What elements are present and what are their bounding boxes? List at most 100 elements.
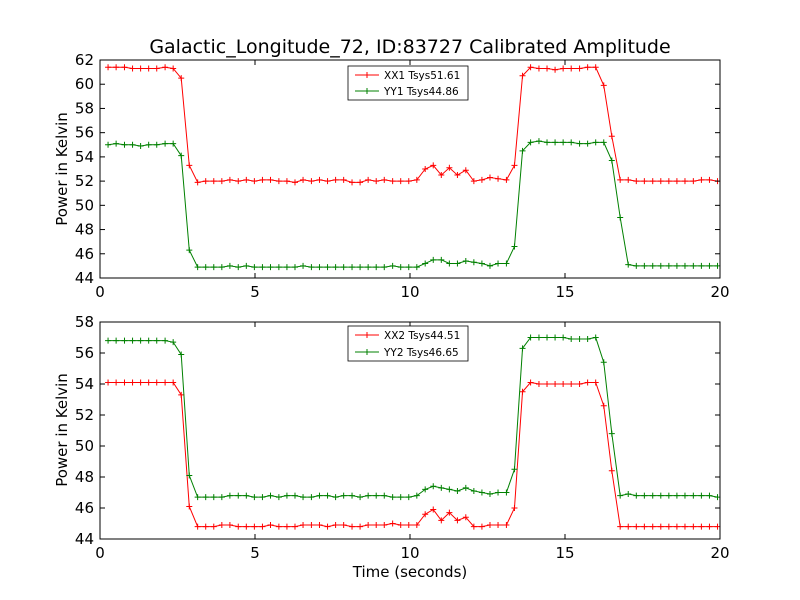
top-legend-box <box>347 65 469 101</box>
top-data-point-marker <box>544 65 551 72</box>
bottom-data-point-marker <box>332 494 339 501</box>
bottom-data-point-marker <box>706 523 713 530</box>
bottom-data-point-marker <box>649 523 656 530</box>
bottom-data-point-marker <box>308 522 315 529</box>
top-data-point-marker <box>226 176 233 183</box>
top-data-point-marker <box>576 140 583 147</box>
top-data-point-marker <box>251 264 258 271</box>
top-ticks: 0 5 10 15 20 44 46 48 50 52 54 56 58 60 62 <box>75 51 730 301</box>
bottom-data-point-marker <box>129 379 136 386</box>
bottom-data-point-marker <box>535 334 542 341</box>
bottom-data-point-marker <box>641 492 648 499</box>
bottom-data-point-marker <box>105 337 112 344</box>
bottom-data-point-marker <box>568 381 575 387</box>
bottom-x-tick-label: 10 <box>400 544 419 562</box>
bottom-ticks: 0 5 10 15 20 44 46 48 50 52 54 56 58 <box>75 313 730 562</box>
top-data-point-marker <box>267 264 274 271</box>
top-data-point-marker <box>235 264 242 271</box>
top-data-point-marker <box>608 133 615 140</box>
bottom-data-point-marker <box>592 334 599 341</box>
bottom-data-point-marker <box>454 487 461 494</box>
bottom-data-point-marker <box>373 522 380 529</box>
top-y-tick-label: 48 <box>75 221 94 239</box>
top-data-point-marker <box>373 264 380 271</box>
bottom-data-point-marker <box>267 492 274 499</box>
top-data-point-marker <box>527 64 534 71</box>
top-data-point-marker <box>397 264 404 271</box>
top-y-tick-label: 44 <box>75 269 94 287</box>
bottom-series-line <box>108 381 718 528</box>
top-data-point-marker <box>202 178 209 185</box>
top-data-point-marker <box>137 142 144 149</box>
top-data-point-marker <box>405 264 412 271</box>
bottom-data-point-marker <box>218 494 225 501</box>
bottom-data-point-marker <box>210 523 217 530</box>
top-series-yy <box>105 138 721 271</box>
top-data-point-marker <box>137 65 144 72</box>
bottom-data-point-marker <box>340 522 347 529</box>
bottom-data-point-marker <box>129 337 136 344</box>
bottom-data-point-marker <box>105 379 112 386</box>
top-data-point-marker <box>381 264 388 271</box>
top-data-point-marker <box>519 72 526 79</box>
top-data-point-marker <box>560 139 567 146</box>
top-data-point-marker <box>324 264 331 271</box>
top-data-point-marker <box>454 260 461 267</box>
bottom-data-point-marker <box>324 523 331 530</box>
top-data-point-marker <box>592 64 599 71</box>
bottom-y-axis-label: Power in Kelvin <box>53 373 71 487</box>
bottom-data-point-marker <box>641 523 648 530</box>
bottom-x-tick-label: 0 <box>95 544 105 562</box>
bottom-data-point-marker <box>690 523 697 530</box>
top-data-point-marker <box>145 141 152 148</box>
top-data-point-marker <box>405 178 412 185</box>
top-data-point-marker <box>430 162 437 169</box>
bottom-data-point-marker <box>430 506 437 513</box>
top-data-point-marker <box>617 214 624 221</box>
top-data-point-marker <box>218 178 225 185</box>
bottom-data-point-marker <box>389 520 396 527</box>
top-data-point-marker <box>365 264 372 271</box>
bottom-data-point-marker <box>283 492 290 499</box>
bottom-x-tick-label: 5 <box>250 544 260 562</box>
bottom-data-point-marker <box>681 492 688 499</box>
top-data-point-marker <box>259 176 266 183</box>
bottom-data-point-marker <box>210 494 217 501</box>
top-data-point-marker <box>446 260 453 267</box>
top-data-point-marker <box>552 66 559 73</box>
bottom-y-tick-label: 50 <box>75 437 94 455</box>
bottom-data-point-marker <box>291 523 298 530</box>
bottom-data-point-marker <box>381 492 388 499</box>
top-data-point-marker <box>202 264 209 271</box>
bottom-data-point-marker <box>422 511 429 518</box>
top-data-point-marker <box>332 176 339 183</box>
bottom-data-point-marker <box>478 489 485 496</box>
bottom-data-point-marker <box>202 523 209 530</box>
top-series-xx <box>105 64 721 186</box>
top-data-point-marker <box>446 164 453 171</box>
bottom-y-tick-label: 48 <box>75 468 94 486</box>
top-y-tick-label: 56 <box>75 124 94 142</box>
top-data-point-marker <box>121 141 128 148</box>
top-data-point-marker <box>226 262 233 269</box>
top-data-point-marker <box>568 139 575 146</box>
top-data-point-marker <box>186 162 193 169</box>
top-x-tick-label: 0 <box>95 283 105 301</box>
bottom-data-point-marker <box>349 492 356 499</box>
top-data-point-marker <box>162 64 169 71</box>
bottom-data-point-marker <box>600 359 607 366</box>
top-data-point-marker <box>422 260 429 267</box>
bottom-data-point-marker <box>389 494 396 501</box>
bottom-data-point-marker <box>568 336 575 343</box>
bottom-data-point-marker <box>283 523 290 530</box>
top-legend: XX1 Tsys51.61 YY1 Tsys44.86 <box>347 65 469 101</box>
top-data-point-marker <box>129 65 136 72</box>
bottom-data-point-marker <box>560 381 567 387</box>
top-x-tick-label: 5 <box>250 283 260 301</box>
top-y-tick-label: 62 <box>75 51 94 69</box>
bottom-legend-label-xx2: XX2 Tsys44.51 <box>384 330 460 342</box>
top-data-point-marker <box>706 262 713 269</box>
bottom-data-point-marker <box>519 345 526 352</box>
bottom-legend: XX2 Tsys44.51 YY2 Tsys46.65 <box>347 325 469 362</box>
bottom-data-point-marker <box>178 391 185 398</box>
